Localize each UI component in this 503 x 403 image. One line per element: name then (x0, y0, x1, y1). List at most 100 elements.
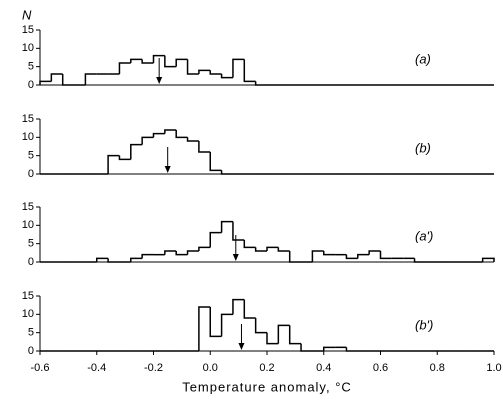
y-tick-label: 10 (22, 219, 34, 231)
histogram-bin (198, 246, 211, 251)
histogram-bin (175, 251, 188, 256)
histogram-bin (209, 70, 222, 75)
y-tick-label: 15 (22, 201, 34, 213)
histogram-bin (220, 220, 233, 233)
histogram-bin (232, 221, 245, 241)
histogram-bin (413, 258, 426, 263)
histogram-bin (130, 143, 143, 160)
histogram-bin (481, 257, 495, 262)
y-tick-label: 0 (28, 256, 34, 268)
histogram-bin (164, 250, 177, 255)
histogram-bin (232, 58, 245, 78)
y-tick-label: 15 (22, 113, 34, 125)
histogram-bin (209, 152, 222, 172)
histogram-bin (277, 324, 290, 344)
histogram-bin (186, 59, 199, 75)
histogram-bin (254, 247, 267, 252)
histogram-bin (130, 58, 143, 63)
histogram-bin (379, 251, 392, 260)
x-tick-label: 0.2 (259, 362, 274, 374)
histogram-bin (107, 258, 120, 263)
x-axis-label: Temperature anomaly, °C (182, 379, 352, 394)
y-tick-label: 5 (28, 238, 34, 250)
arrow-head (238, 343, 245, 350)
x-tick-label: -0.4 (87, 362, 106, 374)
arrow-head (232, 254, 239, 261)
histogram-bin (61, 74, 75, 86)
x-tick-label: -0.2 (144, 362, 163, 374)
histogram-bin (152, 132, 165, 138)
arrow-head (164, 166, 171, 173)
y-axis-label: N (22, 7, 32, 22)
x-tick-label: 0.0 (203, 362, 218, 374)
y-tick-label: 15 (22, 24, 34, 36)
mean-arrow (164, 147, 171, 173)
y-tick-label: 15 (22, 290, 34, 302)
histogram-bin (243, 59, 256, 83)
histogram-bin (50, 73, 63, 82)
mean-arrow (156, 58, 163, 84)
histogram-bin (39, 80, 52, 85)
x-tick-label: 0.4 (316, 362, 331, 374)
histogram-bin (141, 253, 154, 259)
y-tick-label: 5 (28, 150, 34, 162)
panel-label: (a) (415, 51, 431, 66)
y-tick-label: 5 (28, 61, 34, 73)
histogram-bin (186, 137, 199, 142)
x-tick-label: 0.6 (373, 362, 388, 374)
histogram-bin (198, 306, 211, 351)
histogram-bin (254, 318, 267, 334)
histogram-bin (198, 69, 211, 74)
mean-arrow (238, 324, 245, 350)
histogram-bin (345, 347, 358, 352)
histogram-bin (266, 332, 279, 345)
x-tick-label: 0.8 (430, 362, 445, 374)
y-tick-label: 0 (28, 168, 34, 180)
histogram-bin (300, 343, 313, 352)
arrow-head (156, 77, 163, 84)
histogram-bin (118, 155, 131, 161)
y-tick-label: 0 (28, 345, 34, 357)
histogram-bin (141, 59, 154, 64)
histogram-bin (243, 299, 256, 319)
histogram-bin (164, 129, 177, 134)
histogram-bin (118, 62, 131, 74)
histogram-bin (175, 130, 188, 139)
panel-label: (a') (415, 228, 433, 243)
x-tick-label: 1.0 (486, 362, 501, 374)
histogram-bin (152, 54, 165, 63)
histogram-bin (141, 136, 154, 145)
histogram-bin (209, 231, 222, 248)
histogram-bin (323, 251, 336, 256)
y-tick-label: 10 (22, 131, 34, 143)
histogram-bin (311, 250, 324, 262)
histogram-bin (198, 141, 211, 153)
y-tick-label: 10 (22, 308, 34, 320)
y-tick-label: 0 (28, 79, 34, 91)
histogram-bin (175, 58, 188, 67)
histogram-bin (323, 346, 336, 351)
histogram-bin (107, 154, 120, 174)
histogram-bin (368, 250, 381, 255)
histogram-bin (209, 307, 222, 338)
histogram-bin (96, 257, 109, 262)
mean-arrow (232, 235, 239, 261)
histogram-bin (232, 298, 245, 315)
histogram-bin (254, 81, 267, 86)
panel-label: (b) (415, 140, 431, 155)
histogram-bin (243, 240, 256, 249)
histogram-bin (345, 254, 358, 260)
histogram-bin (220, 170, 233, 175)
histogram-bin (186, 250, 199, 255)
histogram-bin (288, 325, 302, 345)
histogram-bin (288, 251, 302, 263)
histogram-bin (220, 313, 233, 337)
histogram-bin (357, 253, 370, 259)
histogram-bin (164, 55, 177, 68)
histogram-bin (277, 247, 290, 252)
histogram-bin (266, 246, 279, 251)
histogram-bin (220, 74, 233, 79)
x-tick-label: -0.6 (31, 362, 50, 374)
y-tick-label: 5 (28, 327, 34, 339)
